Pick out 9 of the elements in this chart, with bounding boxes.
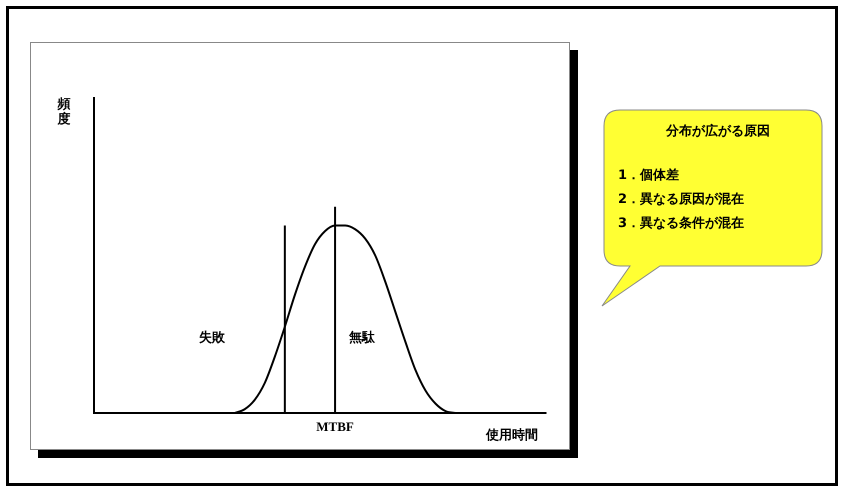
text: 1．個体差 (618, 167, 680, 185)
text: 2．異なる原因が混在 (618, 191, 746, 209)
text: 3．異なる条件が混在 (618, 215, 746, 233)
text: 頻度 (56, 96, 70, 127)
x-axis-title: 使用時間 (485, 428, 538, 443)
text: 分布が広がる原因 (664, 122, 771, 141)
annotation: 失敗 (198, 330, 226, 346)
text: MTBF (316, 418, 354, 434)
annotation: 無駄 (348, 330, 376, 346)
